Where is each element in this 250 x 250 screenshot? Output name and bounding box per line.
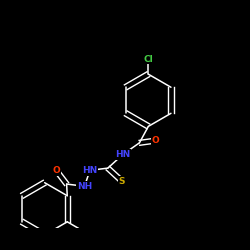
Text: Cl: Cl (144, 54, 153, 64)
Text: HN: HN (115, 150, 130, 159)
Text: NH: NH (77, 182, 92, 191)
Text: S: S (119, 177, 125, 186)
Text: O: O (52, 166, 60, 175)
Text: O: O (152, 136, 159, 145)
Text: HN: HN (82, 166, 98, 175)
